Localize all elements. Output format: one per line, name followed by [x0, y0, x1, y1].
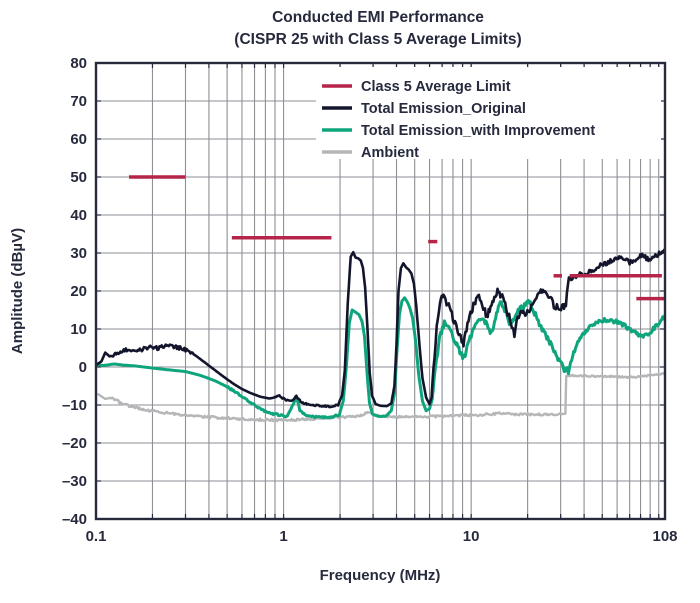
legend-background — [316, 67, 661, 159]
legend-label: Ambient — [361, 145, 419, 161]
y-tick-label: 30 — [70, 245, 87, 262]
x-tick-label: 1 — [279, 528, 287, 545]
y-tick-label: 10 — [70, 321, 87, 338]
y-tick-label: 80 — [70, 55, 87, 72]
y-tick-label: 70 — [70, 93, 87, 110]
series-original — [96, 247, 665, 409]
legend-item: Class 5 Average Limit — [322, 79, 511, 95]
legend: Class 5 Average Limit Total Emission_Orig… — [316, 67, 661, 161]
legend-label: Total Emission_with Improvement — [361, 123, 595, 139]
series-ambient — [97, 371, 665, 423]
legend-item: Total Emission_Original — [322, 101, 526, 117]
chart-title-line2: (CISPR 25 with Class 5 Average Limits) — [234, 31, 521, 48]
legend-item: Total Emission_with Improvement — [322, 123, 595, 139]
x-tick-label: 10 — [463, 528, 480, 545]
legend-label: Total Emission_Original — [361, 101, 526, 117]
y-tick-label: –10 — [62, 397, 87, 414]
y-tick-label: 0 — [79, 359, 87, 376]
x-axis-label: Frequency (MHz) — [320, 567, 441, 584]
x-tick-label: 108 — [652, 528, 677, 545]
y-tick-label: –20 — [62, 435, 87, 452]
series-curves — [96, 247, 665, 423]
y-tick-label: –40 — [62, 511, 87, 528]
y-axis-label: Amplitude (dBµV) — [9, 228, 26, 354]
y-tick-label: 50 — [70, 169, 87, 186]
legend-item: Ambient — [322, 145, 419, 161]
legend-label: Class 5 Average Limit — [361, 79, 511, 95]
y-tick-label: 40 — [70, 207, 87, 224]
y-tick-label: 60 — [70, 131, 87, 148]
series-improved — [96, 296, 665, 420]
y-tick-label: –30 — [62, 473, 87, 490]
plot-frame — [94, 61, 667, 521]
tick-labels: 80 70 60 50 40 30 20 10 0 –10 –20 –30 –400.1 1 10 108 — [62, 55, 678, 545]
x-tick-label: 0.1 — [86, 528, 107, 545]
y-tick-label: 20 — [70, 283, 87, 300]
limit-lines — [129, 175, 665, 301]
chart-title-line1: Conducted EMI Performance — [272, 9, 484, 26]
